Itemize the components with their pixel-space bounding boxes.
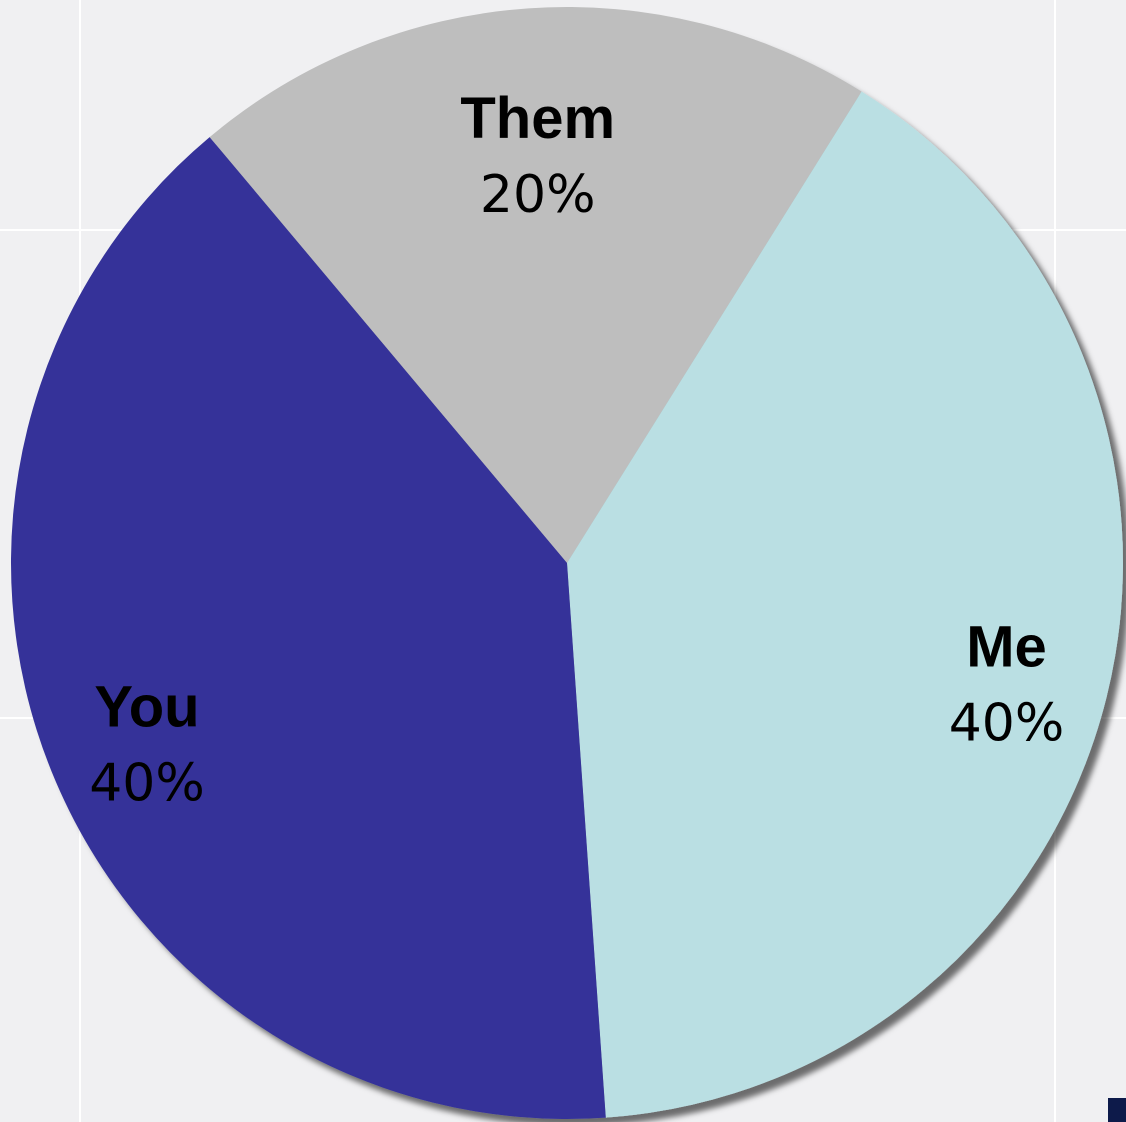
slice-value-you: 40% [89, 754, 205, 814]
corner-mark [1108, 1098, 1126, 1122]
slice-label-me: Me [966, 615, 1047, 680]
pie-labels: Them 20% Me 40% You 40% [89, 86, 1064, 814]
slice-value-them: 20% [480, 165, 596, 225]
slice-label-them: Them [460, 86, 615, 151]
pie-slices [10, 7, 1124, 1120]
pie-slice-me [567, 91, 1124, 1118]
pie-slice-you [10, 137, 606, 1120]
slice-label-you: You [94, 675, 199, 740]
slice-value-me: 40% [949, 694, 1065, 754]
pie-slice-them [209, 7, 862, 563]
